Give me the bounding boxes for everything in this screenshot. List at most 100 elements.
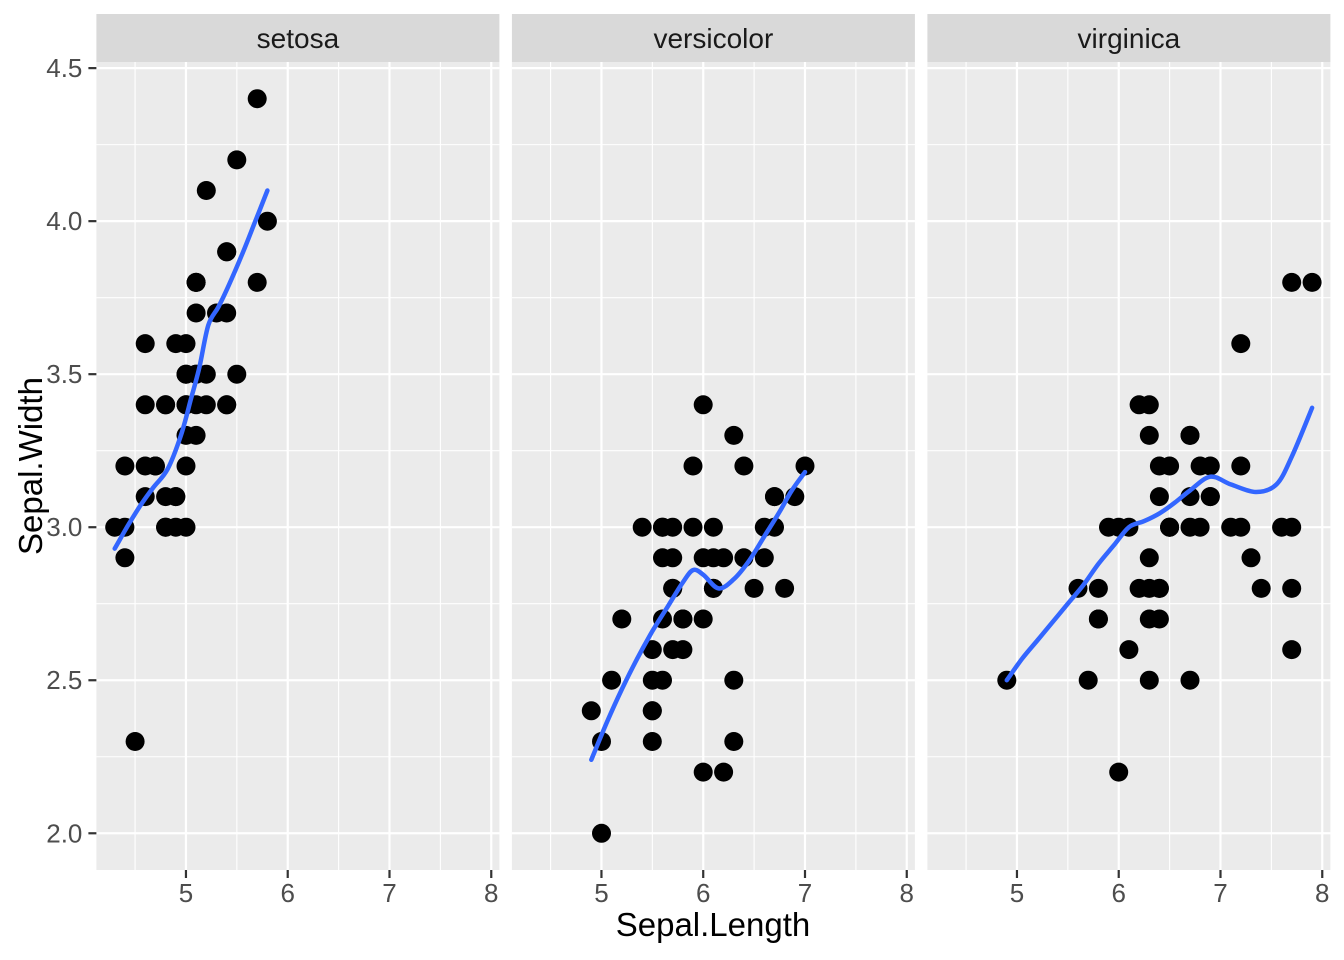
data-point — [703, 578, 723, 598]
data-point — [663, 548, 683, 568]
x-tick-label: 7 — [382, 878, 396, 908]
data-point — [765, 517, 784, 537]
data-point — [683, 517, 703, 537]
data-point — [1160, 517, 1180, 537]
data-point — [135, 395, 155, 415]
smooth-line — [1004, 405, 1315, 683]
data-point — [632, 517, 652, 537]
data-point — [1251, 578, 1271, 598]
data-point — [257, 211, 277, 231]
data-point — [247, 272, 267, 292]
data-point — [734, 456, 754, 476]
data-point — [135, 334, 155, 354]
data-point — [693, 395, 713, 415]
data-point — [663, 517, 683, 537]
facet-strip — [96, 14, 500, 62]
data-point — [1139, 548, 1159, 568]
data-point — [765, 487, 784, 507]
facet-strip-label: versicolor — [653, 23, 773, 54]
x-tick-label: 8 — [1315, 878, 1329, 908]
data-point — [1200, 487, 1220, 507]
data-point — [592, 823, 611, 843]
facet-strip — [927, 14, 1331, 62]
data-point — [176, 364, 196, 384]
data-point — [683, 456, 703, 476]
data-point — [693, 548, 713, 568]
y-axis-title: Sepal.Width — [12, 377, 49, 555]
data-point — [1139, 609, 1159, 629]
data-point — [1231, 334, 1251, 354]
x-tick-label: 6 — [280, 878, 294, 908]
facet-strip-label: setosa — [257, 23, 340, 54]
x-tick-label: 8 — [484, 878, 498, 908]
data-point — [1180, 425, 1200, 445]
data-point — [1109, 762, 1129, 782]
data-point — [1139, 578, 1159, 598]
data-point — [673, 609, 693, 629]
y-tick-label: 2.0 — [46, 818, 82, 848]
facet-strip-label: virginica — [1078, 23, 1181, 54]
data-point — [1129, 395, 1149, 415]
smooth-line — [112, 188, 270, 551]
data-point — [612, 609, 632, 629]
data-point — [673, 640, 693, 660]
data-point — [1231, 517, 1251, 537]
x-axis-title: Sepal.Length — [615, 906, 811, 943]
data-point — [642, 701, 662, 721]
data-point — [186, 272, 206, 292]
data-point — [1282, 578, 1302, 598]
data-point — [217, 395, 237, 415]
data-point — [754, 548, 774, 568]
data-point — [1180, 517, 1200, 537]
data-point — [176, 456, 196, 476]
y-tick-label: 4.5 — [46, 53, 82, 83]
data-point — [176, 517, 196, 537]
data-point — [166, 334, 186, 354]
data-point — [642, 732, 662, 751]
data-point — [693, 609, 713, 629]
data-point — [1078, 670, 1098, 690]
data-point — [1088, 578, 1108, 598]
data-point — [744, 578, 764, 598]
data-point — [1282, 517, 1302, 537]
data-point — [775, 578, 795, 598]
data-point — [724, 670, 744, 690]
data-point — [581, 701, 601, 721]
data-point — [196, 364, 216, 384]
data-point — [1282, 640, 1302, 660]
data-point — [795, 456, 815, 476]
facet-strip — [511, 14, 915, 62]
data-point — [703, 517, 723, 537]
y-tick-label: 3.5 — [46, 359, 82, 389]
x-tick-label: 6 — [1111, 878, 1125, 908]
data-point — [642, 640, 662, 660]
x-tick-label: 8 — [900, 878, 914, 908]
smooth-line — [589, 469, 808, 763]
y-tick-label: 4.0 — [46, 206, 82, 236]
data-point — [166, 487, 186, 507]
data-point — [1241, 548, 1261, 568]
data-point — [1149, 456, 1169, 476]
panel-background — [927, 62, 1331, 870]
y-tick-label: 3.0 — [46, 512, 82, 542]
data-point — [1119, 640, 1139, 660]
data-point — [1088, 609, 1108, 629]
data-point — [217, 242, 237, 262]
data-point — [724, 732, 744, 751]
data-point — [125, 732, 145, 751]
x-tick-label: 6 — [696, 878, 710, 908]
x-tick-label: 5 — [179, 878, 193, 908]
data-point — [115, 456, 135, 476]
x-tick-label: 7 — [798, 878, 812, 908]
data-point — [186, 303, 206, 323]
data-point — [1302, 272, 1322, 292]
data-point — [1139, 670, 1159, 690]
x-tick-label: 5 — [594, 878, 608, 908]
data-point — [156, 395, 176, 415]
data-point — [247, 89, 267, 109]
data-point — [714, 548, 734, 568]
data-point — [227, 364, 247, 384]
data-point — [196, 181, 216, 200]
